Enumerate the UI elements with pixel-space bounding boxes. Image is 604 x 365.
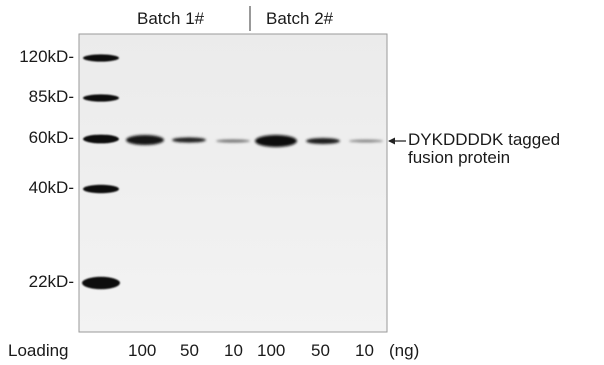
band-batch2-100: [255, 135, 297, 147]
band-batch2-50: [306, 138, 340, 144]
annotation-line2: fusion protein: [408, 148, 511, 167]
batch2-label: Batch 2#: [266, 9, 334, 28]
ladder-band-60: [83, 134, 119, 144]
marker-label-60: 60kD-: [28, 128, 74, 147]
loading-label: Loading: [8, 341, 69, 360]
marker-label-85: 85kD-: [28, 87, 74, 106]
band-batch1-100: [126, 135, 164, 145]
blot-membrane: [78, 33, 388, 333]
lane-amount-4: 100: [257, 341, 286, 360]
marker-label-40: 40kD-: [28, 178, 74, 197]
band-batch1-50: [172, 137, 206, 143]
band-batch1-10: [216, 139, 250, 143]
marker-label-22: 22kD-: [28, 272, 74, 291]
batch1-label: Batch 1#: [137, 9, 205, 28]
annotation-arrowhead: [388, 137, 395, 145]
ladder-band-120: [83, 54, 119, 62]
band-batch2-10: [349, 139, 383, 143]
lane-amount-6: 10: [355, 341, 374, 360]
lane-amount-5: 50: [311, 341, 330, 360]
ladder-band-40: [83, 184, 119, 194]
lane-amount-3: 10: [224, 341, 243, 360]
marker-label-120: 120kD-: [19, 47, 74, 66]
loading-unit: (ng): [389, 341, 420, 360]
ladder-band-22: [82, 276, 120, 290]
lane-amount-2: 50: [180, 341, 199, 360]
annotation-line1: DYKDDDDK tagged: [408, 130, 561, 149]
ladder-band-85: [83, 94, 119, 102]
lane-amount-1: 100: [128, 341, 157, 360]
